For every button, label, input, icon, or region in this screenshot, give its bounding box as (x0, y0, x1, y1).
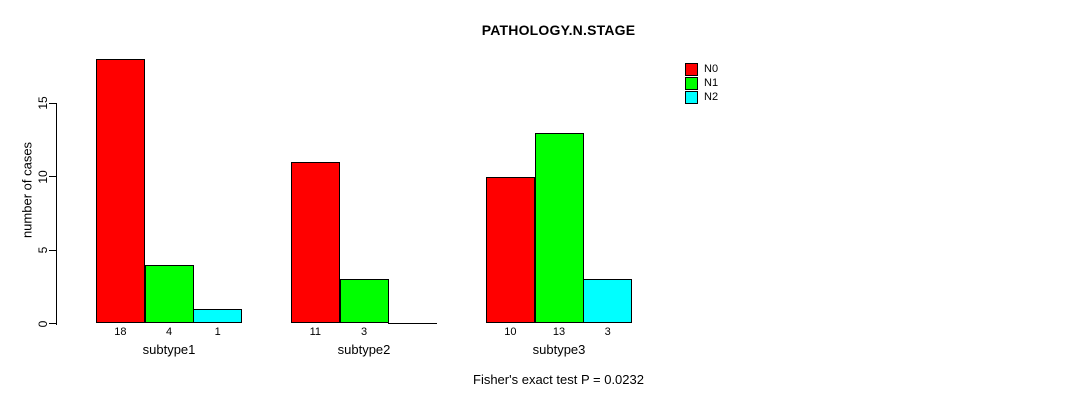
y-axis-tick (49, 323, 57, 324)
bar-subtype2-N0 (291, 161, 340, 324)
y-axis-tick-label: 0 (36, 320, 50, 327)
legend-item: N2 (685, 91, 718, 104)
bar-subtype2-N2 (388, 322, 437, 324)
legend-label: N0 (704, 63, 719, 75)
y-axis-tick (49, 249, 57, 251)
legend-label: N1 (704, 77, 719, 89)
y-axis-tick-label: 5 (36, 246, 50, 254)
legend: N0 N1 N2 (685, 63, 718, 105)
x-category-label: subtype2 (337, 342, 391, 357)
bar-subtype1-N1 (145, 264, 194, 324)
bar-subtype3-N1 (535, 132, 584, 324)
y-axis-tick-label: 10 (36, 169, 50, 184)
bar-subtype1-N0 (96, 59, 145, 324)
bar-value-label: 3 (604, 326, 611, 338)
bar-subtype2-N1 (340, 279, 389, 324)
bar-value-label: 10 (504, 326, 517, 338)
y-axis-tick (49, 176, 57, 178)
bar-value-label: 13 (552, 326, 566, 338)
chart-title: PATHOLOGY.N.STAGE (481, 22, 636, 38)
bar-value-label: 3 (360, 326, 368, 338)
legend-item: N1 (685, 77, 718, 90)
y-axis-tick (49, 102, 57, 104)
x-category-label: subtype1 (142, 342, 196, 357)
y-axis-tick-label: 15 (36, 96, 50, 110)
x-category-label: subtype3 (532, 342, 586, 357)
legend-swatch-N1 (685, 77, 698, 90)
legend-swatch-N0 (685, 63, 698, 76)
bar-value-label: 18 (114, 326, 127, 338)
legend-swatch-N2 (685, 91, 698, 104)
legend-label: N2 (704, 91, 719, 103)
legend-item: N0 (685, 63, 718, 76)
bar-subtype3-N0 (486, 176, 535, 324)
bar-subtype1-N2 (193, 308, 242, 324)
bar-value-label: 1 (214, 326, 221, 338)
annotation-text: Fisher's exact test P = 0.0232 (473, 372, 644, 387)
bar-value-label: 4 (165, 326, 173, 338)
bar-subtype3-N2 (583, 279, 632, 324)
y-axis-line (56, 103, 57, 325)
bar-value-label: 11 (309, 326, 322, 338)
